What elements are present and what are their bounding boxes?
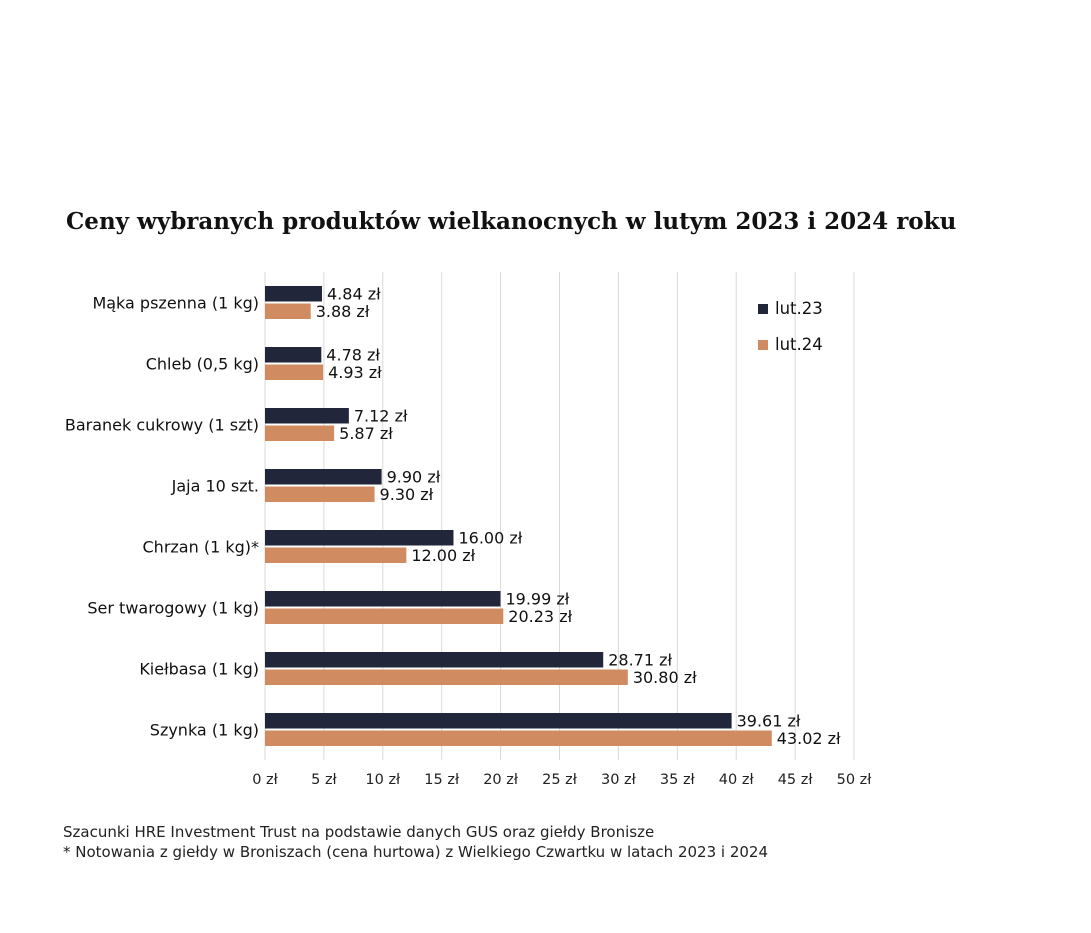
bar: [265, 530, 454, 546]
category-label: Chrzan (1 kg)*: [143, 538, 260, 557]
legend-swatch: [758, 304, 768, 314]
x-tick-label: 50 zł: [837, 772, 873, 788]
data-label: 3.88 zł: [316, 302, 370, 321]
data-label: 20.23 zł: [508, 607, 572, 626]
category-label: Mąka pszenna (1 kg): [92, 294, 259, 313]
data-label: 4.84 zł: [327, 285, 381, 304]
bar: [265, 547, 407, 563]
x-tick-label: 20 zł: [483, 772, 519, 788]
bar: [265, 730, 772, 746]
chart-title: Ceny wybranych produktów wielkanocnych w…: [66, 208, 957, 235]
category-label: Kiełbasa (1 kg): [139, 660, 259, 679]
category-label: Baranek cukrowy (1 szt): [65, 416, 259, 435]
data-label: 9.30 zł: [380, 485, 434, 504]
data-label: 4.78 zł: [326, 346, 380, 365]
bar: [265, 652, 604, 668]
x-tick-label: 10 zł: [365, 772, 401, 788]
legend-label: lut.23: [775, 299, 823, 318]
bar: [265, 669, 628, 685]
data-label: 19.99 zł: [505, 590, 569, 609]
data-label: 12.00 zł: [411, 546, 475, 565]
data-label: 9.90 zł: [387, 468, 441, 487]
bar: [265, 408, 349, 424]
category-label: Ser twarogowy (1 kg): [87, 599, 259, 618]
data-label: 30.80 zł: [633, 668, 697, 687]
category-label: Szynka (1 kg): [150, 721, 259, 740]
data-label: 16.00 zł: [458, 529, 522, 548]
bar: [265, 286, 323, 302]
x-tick-label: 30 zł: [601, 772, 637, 788]
x-tick-label: 0 zł: [252, 772, 278, 788]
bar: [265, 347, 322, 363]
x-tick-labels: 0 zł 5 zł 10 zł 15 zł 20 zł 25 zł 30 zł 35 zł 40…: [252, 772, 872, 788]
category-label: Chleb (0,5 kg): [146, 355, 259, 374]
data-label: 7.12 zł: [354, 407, 408, 426]
x-tick-label: 25 zł: [542, 772, 578, 788]
x-tick-label: 15 zł: [424, 772, 460, 788]
value-labels: 4.84 zł3.88 zł 4.78 zł4.93 zł 7.12 zł5.87 …: [316, 285, 841, 749]
data-label: 28.71 zł: [608, 651, 672, 670]
category-labels: Mąka pszenna (1 kg) Chleb (0,5 kg) Baranek…: [65, 294, 259, 740]
category-label: Jaja 10 szt.: [171, 477, 259, 496]
bar: [265, 713, 732, 729]
chart-notes: Szacunki HRE Investment Trust na podstaw…: [63, 822, 768, 862]
legend: lut.23 lut.24: [758, 299, 823, 354]
bars: [265, 286, 772, 746]
data-label: 4.93 zł: [328, 363, 382, 382]
bar: [265, 364, 324, 380]
source-note: Szacunki HRE Investment Trust na podstaw…: [63, 823, 655, 841]
grid-lines: [264, 272, 855, 760]
bar: [265, 486, 375, 502]
legend-label: lut.24: [775, 335, 823, 354]
x-tick-label: 45 zł: [778, 772, 814, 788]
bar: [265, 608, 504, 624]
x-tick-label: 5 zł: [311, 772, 337, 788]
footnote: * Notowania z giełdy w Broniszach (cena …: [63, 843, 768, 861]
bar: [265, 591, 501, 607]
data-label: 5.87 zł: [339, 424, 393, 443]
x-tick-label: 40 zł: [719, 772, 755, 788]
x-tick-label: 35 zł: [660, 772, 696, 788]
bar: [265, 425, 335, 441]
bar: [265, 469, 382, 485]
data-label: 43.02 zł: [777, 729, 841, 748]
data-label: 39.61 zł: [737, 712, 801, 731]
legend-swatch: [758, 340, 768, 350]
bar: [265, 303, 311, 319]
